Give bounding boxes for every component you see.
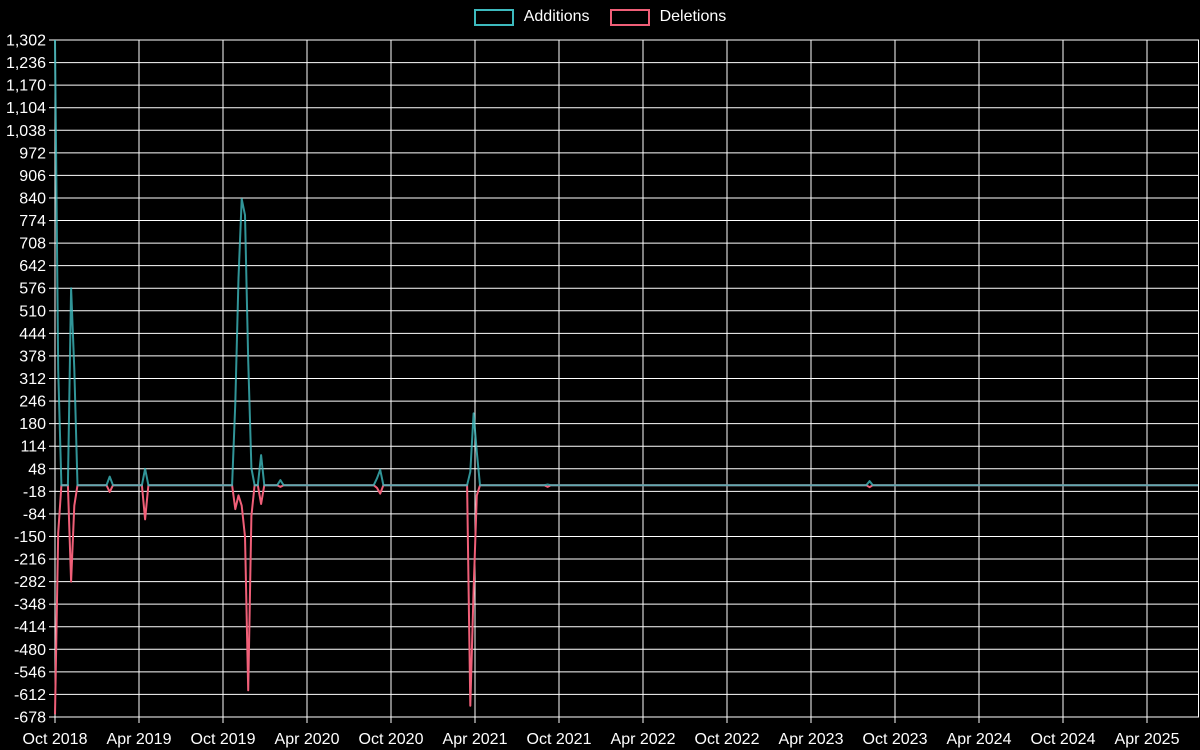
x-tick-label: Oct 2021	[527, 731, 592, 748]
y-tick-label: -282	[14, 574, 46, 591]
x-tick-label: Apr 2019	[107, 731, 172, 748]
y-tick-label: -546	[14, 664, 46, 681]
y-tick-label: -480	[14, 642, 46, 659]
x-tick-label: Apr 2023	[779, 731, 844, 748]
y-tick-label: 114	[20, 439, 46, 456]
y-tick-label: 576	[19, 281, 46, 298]
y-tick-label: 444	[19, 326, 46, 343]
y-tick-label: 1,170	[6, 78, 46, 95]
y-tick-label: 1,104	[6, 100, 46, 117]
y-tick-label: 840	[19, 190, 46, 207]
x-tick-label: Oct 2020	[359, 731, 424, 748]
x-tick-label: Oct 2023	[863, 731, 928, 748]
x-tick-label: Apr 2025	[1115, 731, 1180, 748]
y-tick-label: 1,038	[6, 123, 46, 140]
y-tick-label: 972	[19, 145, 46, 162]
x-tick-label: Oct 2022	[695, 731, 760, 748]
y-tick-label: 642	[19, 258, 46, 275]
legend-item-deletions[interactable]: Deletions	[609, 8, 727, 26]
y-tick-label: 1,236	[6, 55, 46, 72]
y-tick-label: 906	[19, 168, 46, 185]
x-tick-label: Apr 2024	[947, 731, 1012, 748]
y-tick-label: 708	[19, 236, 46, 253]
additions-legend-label: Additions	[523, 8, 590, 25]
y-tick-label: 48	[28, 461, 46, 478]
y-tick-label: -414	[14, 619, 46, 636]
x-tick-label: Oct 2024	[1031, 731, 1096, 748]
x-tick-label: Apr 2021	[443, 731, 508, 748]
y-tick-label: -150	[14, 529, 46, 546]
x-tick-label: Oct 2019	[191, 731, 256, 748]
y-tick-label: 378	[19, 348, 46, 365]
y-tick-label: -612	[14, 687, 46, 704]
y-tick-label: 510	[19, 303, 46, 320]
chart-legend: Additions Deletions	[0, 8, 1200, 26]
y-tick-label: 1,302	[6, 33, 46, 50]
y-tick-label: 312	[19, 371, 46, 388]
y-tick-label: 246	[19, 394, 46, 411]
additions-line	[54, 39, 1198, 487]
x-tick-label: Oct 2018	[23, 731, 88, 748]
deletions-legend-swatch	[609, 8, 650, 26]
y-tick-label: -18	[23, 484, 46, 501]
y-tick-label: 180	[19, 416, 46, 433]
y-tick-label: 774	[19, 213, 46, 230]
deletions-legend-label: Deletions	[659, 8, 727, 25]
additions-legend-swatch	[473, 8, 514, 26]
x-tick-label: Apr 2020	[275, 731, 340, 748]
x-tick-label: Apr 2022	[611, 731, 676, 748]
deletions-line	[54, 484, 1198, 715]
y-tick-label: -84	[23, 506, 46, 523]
y-tick-label: -348	[14, 597, 46, 614]
y-tick-label: -678	[14, 710, 46, 727]
y-tick-label: -216	[14, 552, 46, 569]
legend-item-additions[interactable]: Additions	[473, 8, 590, 26]
